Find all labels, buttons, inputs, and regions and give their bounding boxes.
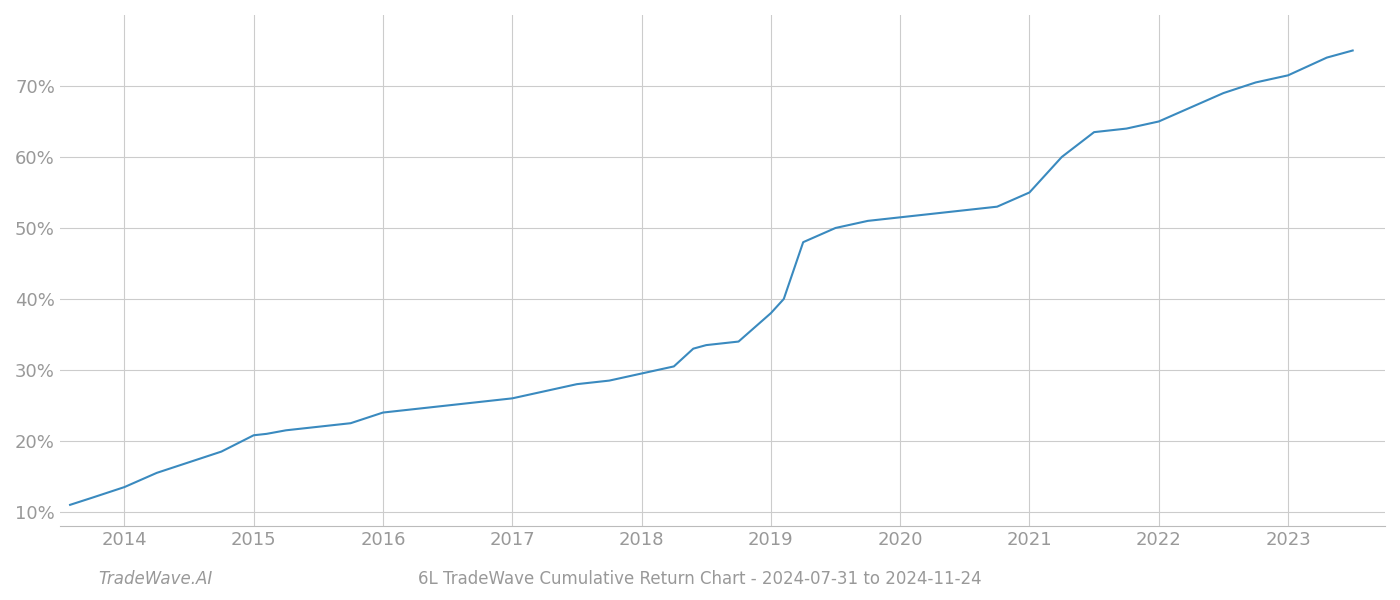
Text: TradeWave.AI: TradeWave.AI bbox=[98, 570, 213, 588]
Text: 6L TradeWave Cumulative Return Chart - 2024-07-31 to 2024-11-24: 6L TradeWave Cumulative Return Chart - 2… bbox=[419, 570, 981, 588]
